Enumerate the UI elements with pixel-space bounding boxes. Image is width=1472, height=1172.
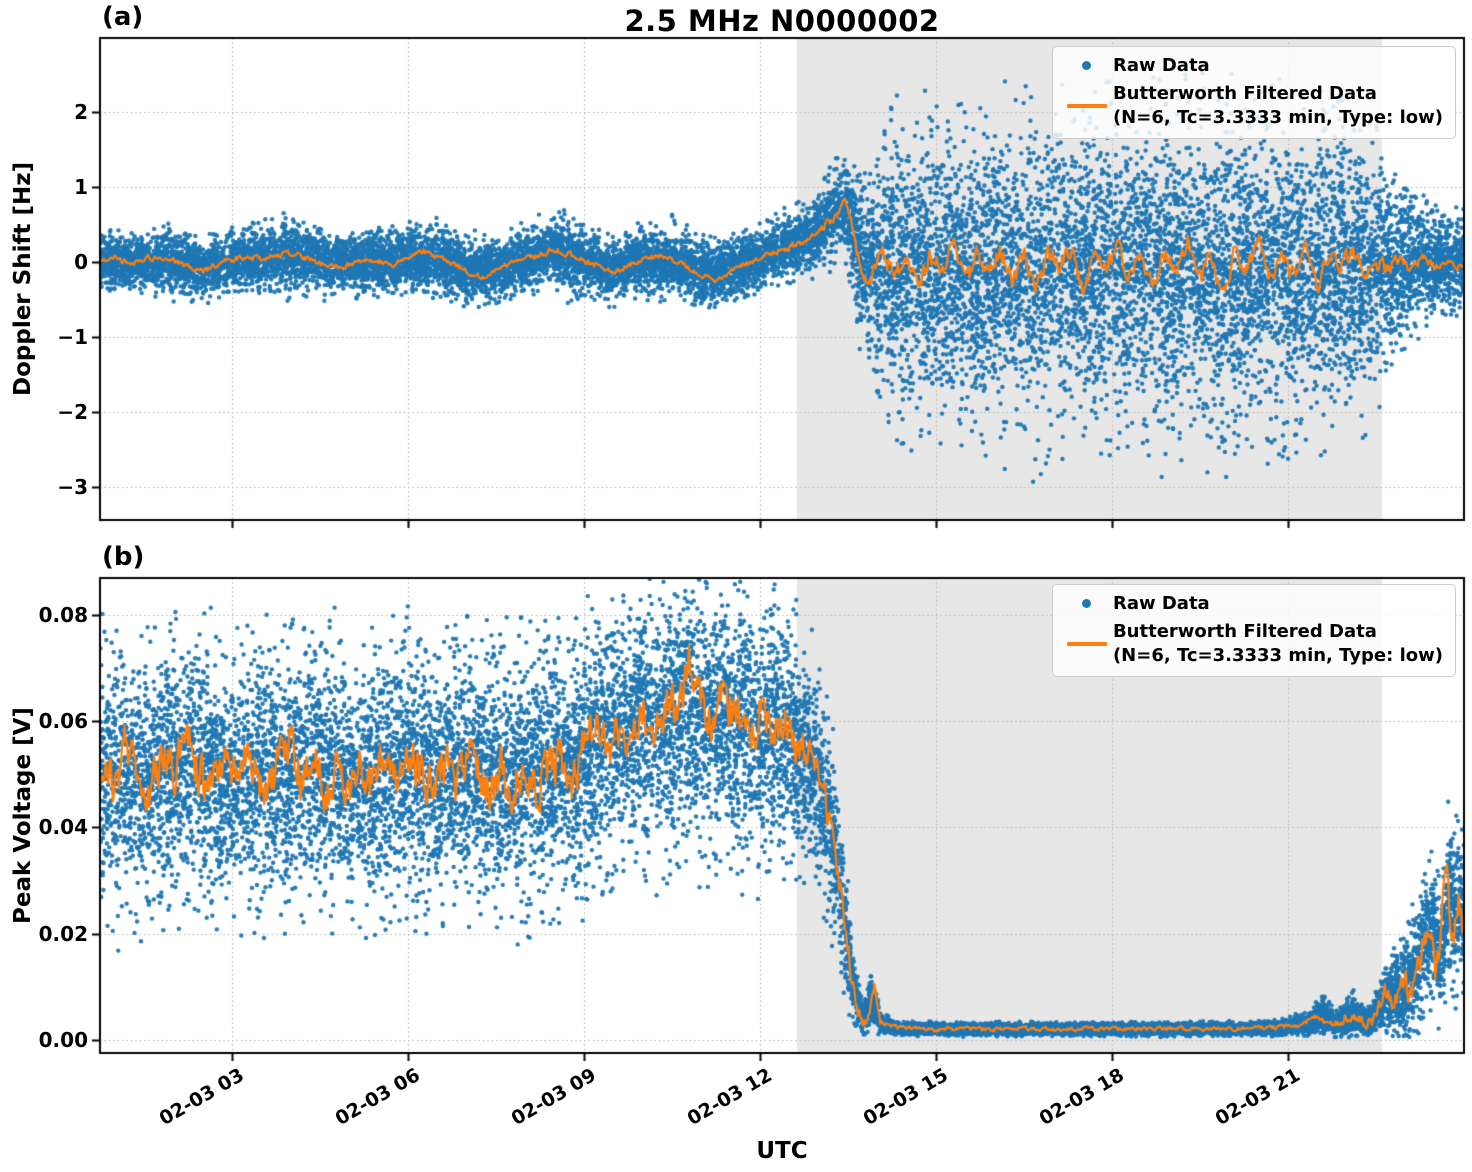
y-tick-label: 0.04 bbox=[38, 815, 88, 840]
y-tick-label: −2 bbox=[57, 400, 88, 425]
y-tick-label: 0 bbox=[74, 250, 88, 275]
legend-filtered-line2: (N=6, Tc=3.3333 min, Type: low) bbox=[1112, 106, 1443, 128]
legend-entry-filtered: Butterworth Filtered Data (N=6, Tc=3.3333… bbox=[1061, 82, 1443, 129]
y-tick-label: −1 bbox=[57, 325, 88, 350]
y-tick-label: 0.02 bbox=[38, 921, 88, 946]
legend-filtered-label: Butterworth Filtered Data (N=6, Tc=3.3333… bbox=[1113, 620, 1443, 667]
legend-filtered-line2: (N=6, Tc=3.3333 min, Type: low) bbox=[1112, 644, 1443, 666]
y-tick-label: −3 bbox=[57, 475, 88, 500]
raw-data-marker bbox=[1061, 61, 1113, 71]
panel-a-label: (a) bbox=[102, 2, 144, 32]
legend-filtered-label: Butterworth Filtered Data (N=6, Tc=3.3333… bbox=[1113, 82, 1443, 129]
y-tick-label: 0.06 bbox=[38, 709, 88, 734]
legend-filtered-line1: Butterworth Filtered Data bbox=[1112, 83, 1377, 105]
legend-panel-b: Raw Data Butterworth Filtered Data (N=6, … bbox=[1051, 584, 1456, 678]
y-tick-label: 0.00 bbox=[38, 1027, 88, 1052]
raw-data-marker bbox=[1061, 599, 1113, 609]
filtered-line-marker bbox=[1061, 103, 1113, 108]
legend-entry-raw: Raw Data bbox=[1061, 54, 1443, 77]
legend-entry-filtered: Butterworth Filtered Data (N=6, Tc=3.3333… bbox=[1061, 620, 1443, 667]
y-tick-label: 1 bbox=[74, 175, 88, 200]
chart-title: 2.5 MHz N0000002 bbox=[624, 4, 940, 38]
y-tick-label: 0.08 bbox=[38, 603, 88, 628]
legend-entry-raw: Raw Data bbox=[1061, 592, 1443, 615]
legend-filtered-line1: Butterworth Filtered Data bbox=[1112, 621, 1377, 643]
y-tick-label: 2 bbox=[74, 100, 88, 125]
legend-panel-a: Raw Data Butterworth Filtered Data (N=6, … bbox=[1051, 46, 1456, 140]
scatter-dot-icon bbox=[1082, 599, 1092, 609]
line-swatch-icon bbox=[1066, 103, 1107, 108]
panel-b-label: (b) bbox=[102, 542, 145, 572]
filtered-line-marker bbox=[1061, 641, 1113, 646]
legend-raw-label: Raw Data bbox=[1112, 55, 1210, 76]
x-axis-label: UTC bbox=[756, 1138, 808, 1164]
line-swatch-icon bbox=[1066, 641, 1107, 646]
scatter-dot-icon bbox=[1082, 61, 1092, 71]
legend-raw-label: Raw Data bbox=[1112, 593, 1210, 614]
